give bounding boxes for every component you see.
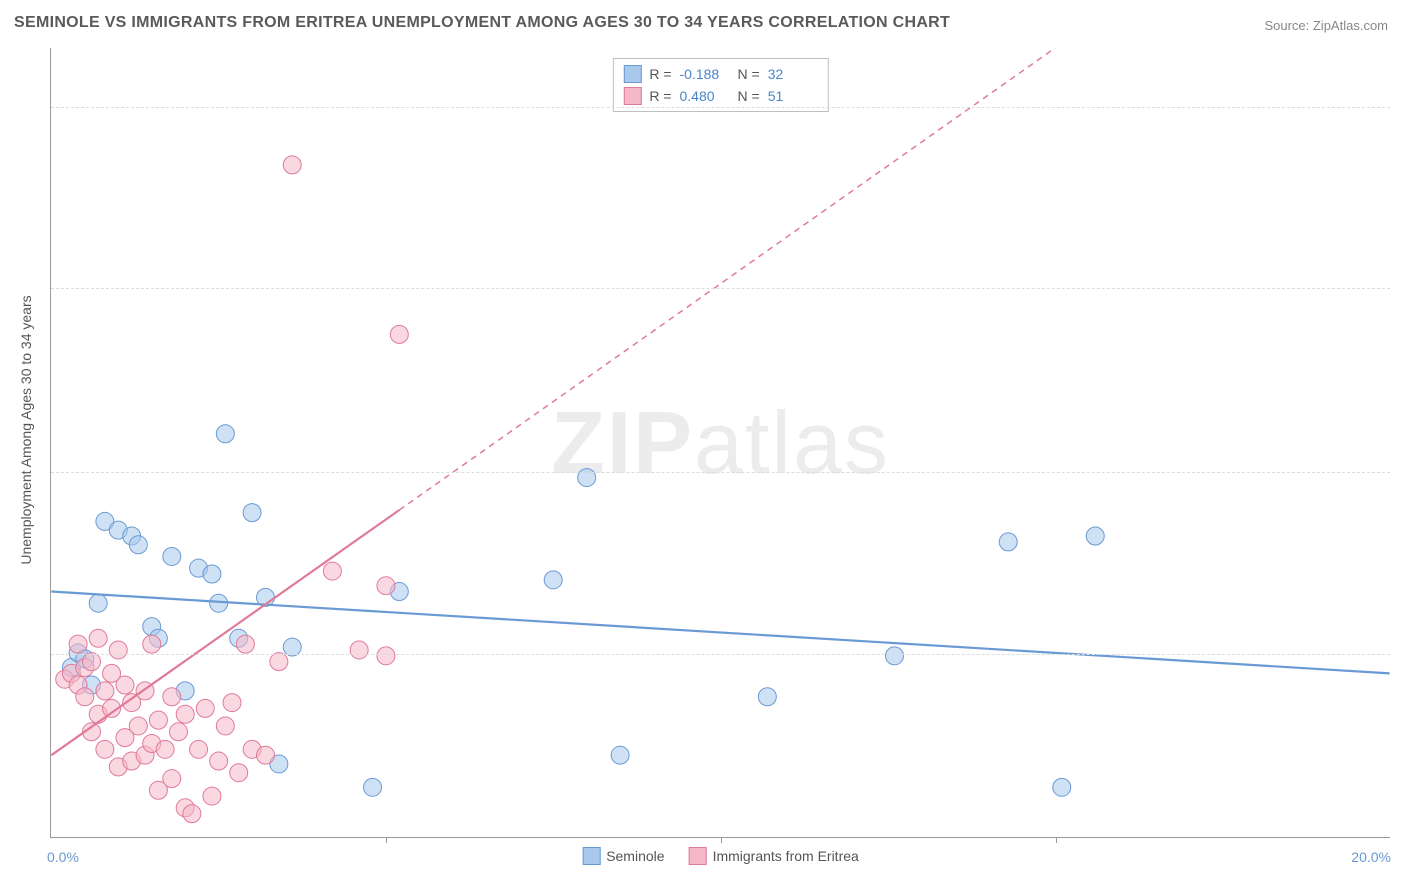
- legend-n-label: N =: [738, 66, 760, 82]
- gridline: [51, 107, 1390, 108]
- scatter-point: [203, 787, 221, 805]
- legend-correlation-row: R = 0.480 N = 51: [623, 85, 817, 107]
- legend-n-value: 51: [768, 88, 818, 104]
- plot-area: ZIPatlas R =-0.188N =32R =0.480N =51 Sem…: [50, 48, 1390, 838]
- scatter-point: [243, 504, 261, 522]
- scatter-point: [89, 629, 107, 647]
- legend-series-label: Seminole: [606, 848, 664, 864]
- scatter-point: [129, 536, 147, 554]
- chart-title: SEMINOLE VS IMMIGRANTS FROM ERITREA UNEM…: [14, 14, 950, 32]
- scatter-point: [163, 688, 181, 706]
- scatter-point: [544, 571, 562, 589]
- x-tick: [1056, 837, 1057, 843]
- scatter-point: [69, 635, 87, 653]
- scatter-point: [183, 805, 201, 823]
- trend-line: [51, 592, 1389, 674]
- scatter-point: [216, 425, 234, 443]
- scatter-point: [96, 682, 114, 700]
- scatter-point: [611, 746, 629, 764]
- scatter-point: [169, 723, 187, 741]
- scatter-point: [143, 635, 161, 653]
- gridline: [51, 288, 1390, 289]
- scatter-point: [230, 764, 248, 782]
- trend-line-dashed: [399, 48, 1055, 510]
- scatter-point: [323, 562, 341, 580]
- scatter-point: [350, 641, 368, 659]
- scatter-point: [283, 156, 301, 174]
- legend-n-label: N =: [738, 88, 760, 104]
- y-tick-label: 12.5%: [1395, 464, 1406, 480]
- scatter-point: [270, 653, 288, 671]
- legend-correlation-row: R = -0.188 N = 32: [623, 63, 817, 85]
- scatter-point: [377, 647, 395, 665]
- gridline: [51, 654, 1390, 655]
- scatter-point: [109, 641, 127, 659]
- legend-r-label: R =: [649, 88, 671, 104]
- gridline: [51, 472, 1390, 473]
- scatter-point: [1053, 778, 1071, 796]
- legend-r-value: -0.188: [680, 66, 730, 82]
- legend-series-item: Seminole: [582, 847, 664, 865]
- legend-swatch: [582, 847, 600, 865]
- x-tick-label: 20.0%: [1351, 849, 1391, 865]
- legend-r-value: 0.480: [680, 88, 730, 104]
- scatter-point: [149, 711, 167, 729]
- x-tick-label: 0.0%: [47, 849, 79, 865]
- scatter-point: [377, 577, 395, 595]
- scatter-point: [256, 746, 274, 764]
- legend-r-label: R =: [649, 66, 671, 82]
- scatter-point: [129, 717, 147, 735]
- scatter-point: [210, 752, 228, 770]
- scatter-point: [163, 770, 181, 788]
- scatter-point: [190, 740, 208, 758]
- legend-series-item: Immigrants from Eritrea: [689, 847, 859, 865]
- legend-swatch: [623, 65, 641, 83]
- legend-swatch: [689, 847, 707, 865]
- scatter-point: [83, 653, 101, 671]
- scatter-point: [203, 565, 221, 583]
- scatter-point: [885, 647, 903, 665]
- legend-n-value: 32: [768, 66, 818, 82]
- legend-series: Seminole Immigrants from Eritrea: [582, 847, 859, 865]
- scatter-point: [236, 635, 254, 653]
- y-axis-label: Unemployment Among Ages 30 to 34 years: [18, 295, 34, 564]
- y-tick-label: 6.3%: [1395, 646, 1406, 662]
- y-tick-label: 18.8%: [1395, 280, 1406, 296]
- scatter-point: [163, 547, 181, 565]
- x-tick: [386, 837, 387, 843]
- scatter-point: [96, 740, 114, 758]
- scatter-point: [223, 694, 241, 712]
- y-tick-label: 25.0%: [1395, 99, 1406, 115]
- scatter-point: [116, 676, 134, 694]
- legend-correlation: R = -0.188 N = 32 R = 0.480 N = 51: [612, 58, 828, 112]
- plot-svg: [51, 48, 1390, 837]
- scatter-point: [156, 740, 174, 758]
- scatter-point: [999, 533, 1017, 551]
- scatter-point: [176, 705, 194, 723]
- legend-series-label: Immigrants from Eritrea: [713, 848, 859, 864]
- chart-source: Source: ZipAtlas.com: [1264, 18, 1388, 33]
- scatter-point: [1086, 527, 1104, 545]
- scatter-point: [390, 325, 408, 343]
- scatter-point: [89, 594, 107, 612]
- chart-container: SEMINOLE VS IMMIGRANTS FROM ERITREA UNEM…: [0, 0, 1406, 892]
- x-tick: [721, 837, 722, 843]
- scatter-point: [216, 717, 234, 735]
- scatter-point: [196, 699, 214, 717]
- legend-swatch: [623, 87, 641, 105]
- scatter-point: [758, 688, 776, 706]
- scatter-point: [76, 688, 94, 706]
- scatter-point: [364, 778, 382, 796]
